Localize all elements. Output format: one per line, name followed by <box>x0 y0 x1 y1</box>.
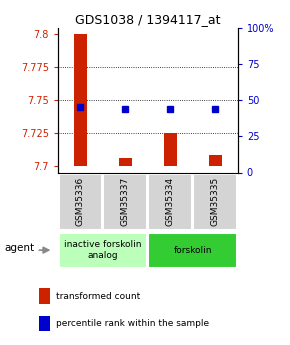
Text: agent: agent <box>5 243 35 253</box>
Bar <box>148 233 237 268</box>
Text: transformed count: transformed count <box>56 292 140 300</box>
Bar <box>59 233 147 268</box>
Text: GSM35334: GSM35334 <box>166 177 175 226</box>
Bar <box>164 133 177 166</box>
Bar <box>193 174 237 230</box>
Bar <box>39 288 50 304</box>
Title: GDS1038 / 1394117_at: GDS1038 / 1394117_at <box>75 13 221 27</box>
Bar <box>148 174 192 230</box>
Text: percentile rank within the sample: percentile rank within the sample <box>56 319 209 328</box>
Bar <box>74 34 87 166</box>
Bar <box>59 174 102 230</box>
Bar <box>104 174 147 230</box>
Bar <box>119 158 132 166</box>
Text: GSM35337: GSM35337 <box>121 177 130 226</box>
Bar <box>209 155 222 166</box>
Text: forskolin: forskolin <box>174 246 212 255</box>
Bar <box>39 316 50 332</box>
Text: GSM35335: GSM35335 <box>211 177 220 226</box>
Text: GSM35336: GSM35336 <box>76 177 85 226</box>
Text: inactive forskolin
analog: inactive forskolin analog <box>64 240 142 260</box>
